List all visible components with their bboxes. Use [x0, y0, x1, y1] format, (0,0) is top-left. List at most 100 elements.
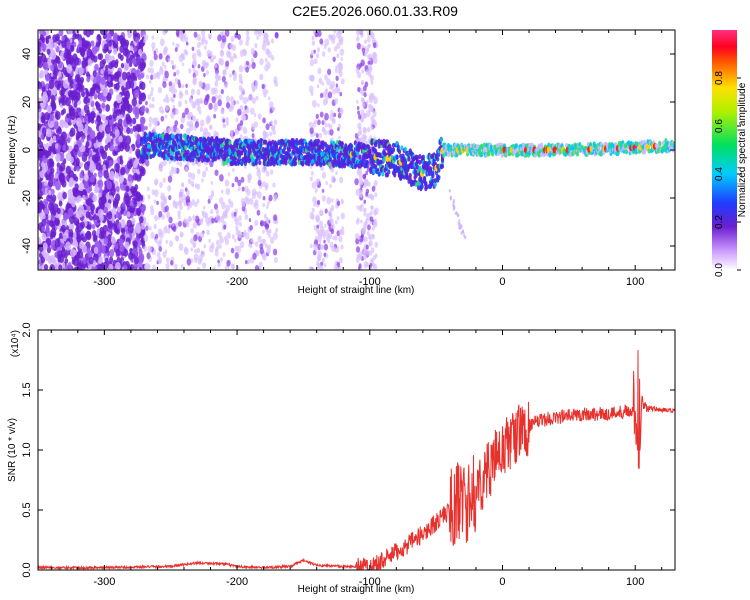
- spectrogram-cell: [170, 155, 175, 161]
- spectrogram-cell: [317, 67, 322, 75]
- spectrogram-cell: [323, 44, 327, 49]
- spectrogram-cell: [92, 229, 97, 237]
- spectrogram-cell: [261, 84, 265, 90]
- spectrogram-cell: [241, 186, 245, 192]
- spectrogram-cell: [262, 195, 266, 201]
- spectrogram-cell: [193, 234, 198, 242]
- spectrogram-cell: [143, 245, 147, 252]
- spectrogram-cell: [311, 100, 317, 108]
- spectrogram-cell: [265, 123, 270, 131]
- spectrogram-cell: [153, 223, 157, 230]
- spectrogram-cell: [202, 262, 207, 269]
- spectrogram-cell: [193, 31, 198, 38]
- spectrogram-cell: [93, 93, 98, 100]
- spectrogram-cell: [48, 171, 54, 181]
- spectrogram-cell: [125, 199, 131, 208]
- spectrogram-cell: [368, 103, 372, 109]
- spectrogram-cell: [268, 141, 273, 147]
- spectrogram-cell: [145, 74, 149, 80]
- spectrogram-cell: [185, 41, 189, 46]
- spectrogram-cell: [81, 48, 86, 56]
- spectrogram-cell: [180, 36, 184, 41]
- spectrogram-cell: [72, 66, 76, 72]
- spectrogram-cell: [255, 250, 260, 257]
- spectrogram-cell: [118, 174, 125, 184]
- spectrogram-cell: [62, 144, 67, 152]
- spectrogram-cell: [190, 247, 193, 252]
- spectrogram-cell: [314, 30, 319, 38]
- spectrogram-cell: [219, 257, 224, 263]
- spectrogram-cell: [210, 180, 214, 185]
- spectrogram-cell: [311, 35, 315, 41]
- spectrogram-cell: [81, 244, 88, 254]
- spectrogram-cell: [63, 212, 68, 219]
- spectrogram-cell: [181, 183, 184, 188]
- spectrogram-cell: [316, 84, 320, 89]
- spectrogram-cell: [54, 217, 60, 227]
- spectrogram-cell: [57, 127, 62, 135]
- spectrogram-cell: [154, 179, 158, 186]
- spectrogram-cell: [138, 256, 144, 265]
- spectrogram-cell: [203, 127, 208, 136]
- spectrogram-cell: [356, 253, 360, 259]
- spectrogram-cell: [158, 164, 163, 172]
- spectrogram-cell: [98, 124, 104, 133]
- spectrogram-cell: [138, 246, 142, 253]
- spectrogram-cell: [148, 226, 152, 231]
- spectrogram-cell: [340, 228, 345, 236]
- spectrogram-cell: [102, 197, 107, 204]
- spectrogram-cell: [46, 48, 51, 55]
- spectrogram-cell: [370, 164, 374, 170]
- spectrogram-cell: [336, 42, 341, 49]
- spectrogram-cell: [68, 107, 74, 116]
- spectrogram-cell: [125, 71, 132, 80]
- spectrogram-cell: [321, 144, 325, 151]
- spectrogram-cell: [366, 144, 371, 150]
- spectrogram-cell: [357, 86, 361, 93]
- spectrogram-cell: [200, 38, 205, 46]
- spectrogram-cell: [359, 179, 364, 186]
- spectrogram-cell: [196, 104, 201, 112]
- spectrogram-cell: [293, 156, 298, 162]
- spectrogram-cell: [203, 72, 206, 78]
- spectrogram-cell: [184, 187, 188, 192]
- spectrogram-cell: [320, 210, 324, 217]
- spectrogram-cell: [355, 257, 360, 264]
- spectrogram-cell: [224, 236, 228, 241]
- spectrogram-cell: [86, 76, 91, 83]
- spectrogram-cell: [196, 89, 201, 96]
- spectrogram-cell: [168, 159, 172, 165]
- spectrogram-cell: [231, 213, 235, 218]
- spectrogram-cell: [254, 43, 258, 49]
- spectrogram-cell: [402, 174, 406, 180]
- spectrogram-cell: [458, 219, 461, 223]
- spectrogram-cell: [85, 210, 91, 219]
- spectrogram-cell: [244, 185, 249, 193]
- spectrogram-cell: [229, 201, 234, 208]
- spectrogram-cell: [186, 258, 192, 266]
- spectrogram-cell: [215, 136, 219, 142]
- spectrogram-cell: [325, 181, 328, 186]
- spectrogram-cell: [151, 189, 156, 196]
- spectrogram-cell: [335, 83, 339, 88]
- spectrogram-cell: [90, 87, 95, 94]
- spectrogram-cell: [372, 52, 378, 60]
- spectrogram-cell: [230, 247, 235, 254]
- spectrogram-cell: [181, 198, 184, 203]
- spectrogram-cell: [367, 44, 370, 49]
- spectrogram-cell: [135, 37, 139, 44]
- spectrogram-cell: [331, 38, 335, 44]
- spectrogram-cell: [334, 97, 339, 105]
- spectrogram-cell: [333, 30, 337, 34]
- spectrogram-cell: [78, 39, 83, 46]
- spectrogram-cell: [339, 107, 344, 115]
- spectrogram-cell: [211, 96, 216, 104]
- spectrogram-cell: [188, 97, 193, 104]
- spectrogram-cell: [339, 176, 344, 184]
- spectrogram-cell: [118, 238, 124, 247]
- spectrogram-cell: [158, 210, 163, 218]
- spectrogram-cell: [236, 100, 240, 105]
- spectrogram-cell: [88, 112, 95, 122]
- spectrogram-cell: [333, 264, 339, 270]
- spectrogram-cell: [55, 33, 60, 42]
